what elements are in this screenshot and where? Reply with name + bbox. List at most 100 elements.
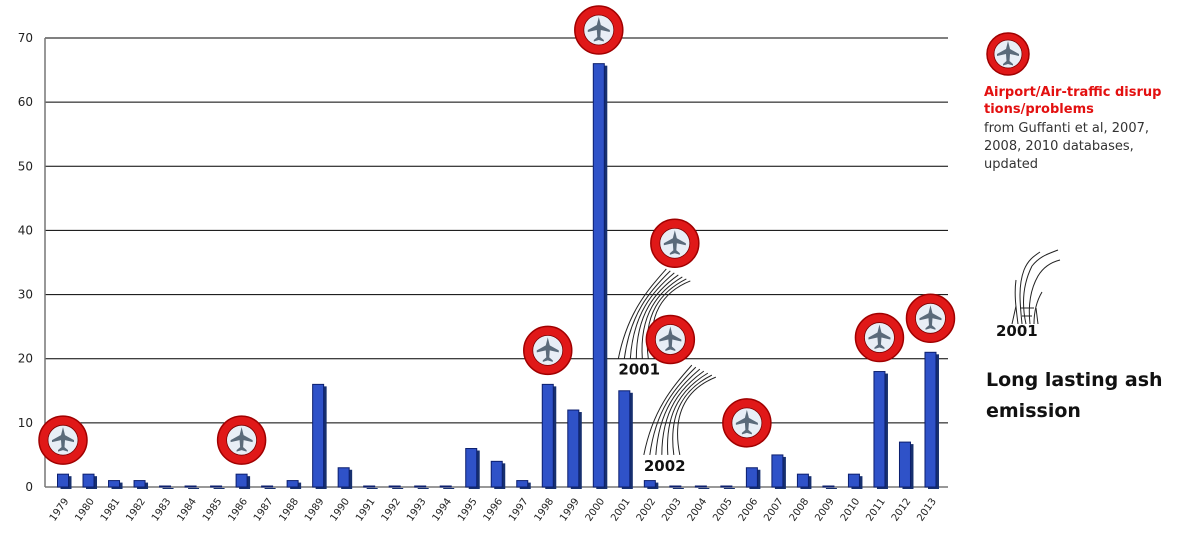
bar-1983 xyxy=(159,485,174,489)
legend-ash-plume-icon xyxy=(1011,249,1061,325)
x-tick-label: 1985 xyxy=(201,496,225,523)
x-tick-label: 1987 xyxy=(252,496,276,523)
x-tick-label: 1990 xyxy=(329,496,353,523)
bar-1982 xyxy=(133,480,149,489)
x-tick-label: 2004 xyxy=(686,496,710,523)
icon-layer xyxy=(38,5,956,465)
y-tick-label: 0 xyxy=(25,480,33,494)
bar-2007 xyxy=(771,454,786,489)
x-tick-label: 1995 xyxy=(456,496,480,523)
x-tick-label: 1980 xyxy=(73,496,97,523)
bar-1999 xyxy=(567,409,582,489)
x-tick-label: 1982 xyxy=(124,496,148,523)
x-tick-label: 1999 xyxy=(558,496,582,523)
bar-1987 xyxy=(261,485,276,489)
legend-airplane-icon xyxy=(986,32,1030,76)
bar-1984 xyxy=(184,485,200,489)
airplane-icon-2003 xyxy=(645,314,696,365)
x-tick-label: 2008 xyxy=(788,496,812,523)
plume-layer: 2001 2002 xyxy=(617,268,717,475)
x-tick-label: 2000 xyxy=(584,496,608,523)
x-tick-label: 2007 xyxy=(762,496,786,523)
airplane-icon-1986 xyxy=(216,415,267,465)
x-tick-label: 1986 xyxy=(226,496,250,523)
y-tick-label: 20 xyxy=(18,352,33,366)
bar-1992 xyxy=(388,485,404,489)
x-tick-label: 1994 xyxy=(431,496,455,523)
grid-layer: 0 10 20 30 40 50 60 70 xyxy=(18,31,948,494)
bar-2011 xyxy=(873,371,888,489)
x-tick-label: 2006 xyxy=(737,496,761,523)
x-tick-label: 1998 xyxy=(533,496,557,523)
bar-2003 xyxy=(669,485,684,489)
bar-1998 xyxy=(541,383,557,489)
x-tick-label: 1979 xyxy=(48,496,72,523)
y-tick-label: 60 xyxy=(18,95,33,109)
bar-2010 xyxy=(847,473,863,489)
x-tick-label: 1996 xyxy=(482,496,506,523)
legend-airport-title: Airport/Air-traffic disruptions/problems xyxy=(984,85,1162,117)
x-tick-label: 1991 xyxy=(354,496,378,523)
x-tick-label: 2001 xyxy=(609,496,633,523)
x-tick-label: 1989 xyxy=(303,496,327,523)
bar-1986 xyxy=(235,473,251,489)
airplane-icon-2002 xyxy=(650,218,700,269)
airplane-icon-2013 xyxy=(905,293,956,344)
bar-2008 xyxy=(796,473,812,489)
plume-year-label: 2002 xyxy=(644,457,686,475)
x-tick-label: 1992 xyxy=(380,496,404,523)
x-tick-label: 2005 xyxy=(711,496,735,523)
legend-ash-label: Long lasting ash emission xyxy=(986,369,1163,422)
bar-1993 xyxy=(414,485,429,489)
airplane-icon-2006 xyxy=(722,398,772,448)
bar-2012 xyxy=(898,441,914,489)
bar-2005 xyxy=(720,485,735,489)
airplane-icon-2000 xyxy=(574,5,624,55)
x-tick-label: 1993 xyxy=(405,496,429,523)
x-tick-label: 1997 xyxy=(507,496,531,523)
x-tick-label: 2010 xyxy=(839,496,863,523)
x-tick-label: 2002 xyxy=(635,496,659,523)
bar-1981 xyxy=(108,480,123,489)
y-tick-label: 40 xyxy=(18,223,33,237)
airplane-icon-1979 xyxy=(38,415,88,465)
legend: Airport/Air-traffic disruptions/problems… xyxy=(984,30,1164,422)
bar-2000 xyxy=(592,63,608,490)
bar-2006 xyxy=(745,467,761,489)
bar-1991 xyxy=(363,485,378,489)
bar-1980 xyxy=(82,473,98,489)
y-tick-label: 10 xyxy=(18,416,33,430)
bar-1989 xyxy=(312,383,327,489)
ash-plume-2002 xyxy=(643,364,717,456)
y-tick-label: 30 xyxy=(18,288,33,302)
x-tick-label: 1988 xyxy=(277,496,301,523)
y-tick-label: 70 xyxy=(18,31,33,45)
x-tick-label: 2011 xyxy=(864,496,888,523)
bar-1996 xyxy=(490,460,506,489)
bar-1979 xyxy=(57,473,72,489)
bar-layer xyxy=(57,63,939,490)
bar-2002 xyxy=(643,480,659,489)
airplane-icon-2011 xyxy=(854,312,905,363)
legend-source-text: from Guffanti et al, 2007, 2008, 2010 da… xyxy=(984,121,1149,172)
bar-1997 xyxy=(516,480,531,489)
x-tick-label: 1983 xyxy=(150,496,174,523)
x-tick-label: 2012 xyxy=(890,496,914,523)
x-tick-label: 1981 xyxy=(99,496,123,523)
y-tick-label: 50 xyxy=(18,159,33,173)
bar-2013 xyxy=(924,351,939,489)
bar-2009 xyxy=(822,485,837,489)
x-tick-label: 1984 xyxy=(175,496,199,523)
bar-2004 xyxy=(694,485,710,489)
x-tick-label: 2003 xyxy=(660,496,684,523)
bar-2001 xyxy=(618,390,633,489)
bar-1990 xyxy=(337,467,353,489)
bar-1995 xyxy=(465,448,480,489)
x-tick-label: 2013 xyxy=(915,496,939,523)
bar-1985 xyxy=(210,485,225,489)
plume-year-label: 2001 xyxy=(618,361,660,379)
airplane-icon-1998 xyxy=(523,325,573,376)
bar-1994 xyxy=(439,485,455,489)
legend-plume-year: 2001 xyxy=(996,322,1038,340)
